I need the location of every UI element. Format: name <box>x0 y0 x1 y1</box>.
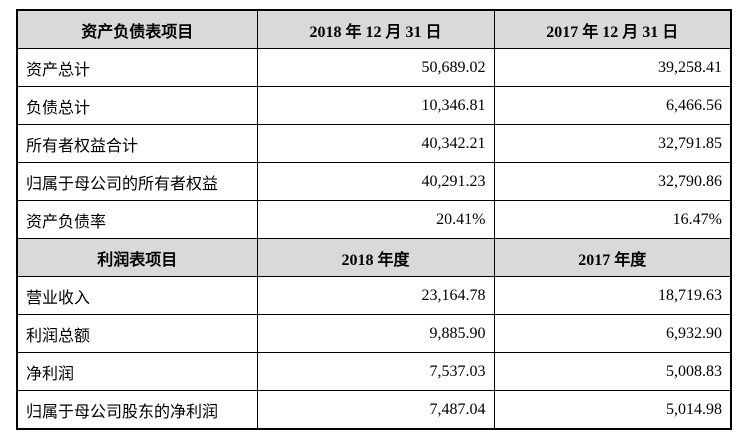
table-row: 净利润 7,537.03 5,008.83 <box>16 352 732 391</box>
table-row: 资产总计 50,689.02 39,258.41 <box>16 48 732 87</box>
row-label: 净利润 <box>16 352 258 391</box>
table-row: 资产负债率 20.41% 16.47% <box>16 200 732 239</box>
value-2018: 7,537.03 <box>256 352 495 391</box>
row-label: 资产总计 <box>16 48 258 87</box>
value-2017: 6,466.56 <box>493 86 732 125</box>
balance-header-2018: 2018 年 12 月 31 日 <box>256 9 495 49</box>
financial-summary: 资产负债表项目 2018 年 12 月 31 日 2017 年 12 月 31 … <box>16 9 732 430</box>
value-2017: 32,790.86 <box>493 162 732 201</box>
balance-header-label: 资产负债表项目 <box>16 9 258 49</box>
balance-header-2017: 2017 年 12 月 31 日 <box>493 9 732 49</box>
row-label: 负债总计 <box>16 86 258 125</box>
row-label: 利润总额 <box>16 314 258 353</box>
value-2018: 40,342.21 <box>256 124 495 163</box>
income-header-row: 利润表项目 2018 年度 2017 年度 <box>16 238 732 277</box>
value-2017: 16.47% <box>493 200 732 239</box>
table-row: 归属于母公司股东的净利润 7,487.04 5,014.98 <box>16 390 732 430</box>
financial-table: 资产负债表项目 2018 年 12 月 31 日 2017 年 12 月 31 … <box>16 9 732 430</box>
row-label: 资产负债率 <box>16 200 258 239</box>
value-2017: 5,008.83 <box>493 352 732 391</box>
value-2018: 40,291.23 <box>256 162 495 201</box>
value-2018: 9,885.90 <box>256 314 495 353</box>
value-2017: 39,258.41 <box>493 48 732 87</box>
value-2018: 10,346.81 <box>256 86 495 125</box>
table-row: 归属于母公司的所有者权益 40,291.23 32,790.86 <box>16 162 732 201</box>
value-2017: 6,932.90 <box>493 314 732 353</box>
value-2018: 23,164.78 <box>256 276 495 315</box>
row-label: 归属于母公司股东的净利润 <box>16 390 258 430</box>
row-label: 营业收入 <box>16 276 258 315</box>
income-header-label: 利润表项目 <box>16 238 258 277</box>
row-label: 所有者权益合计 <box>16 124 258 163</box>
income-header-2017: 2017 年度 <box>493 238 732 277</box>
table-row: 利润总额 9,885.90 6,932.90 <box>16 314 732 353</box>
table-row: 负债总计 10,346.81 6,466.56 <box>16 86 732 125</box>
table-row: 营业收入 23,164.78 18,719.63 <box>16 276 732 315</box>
value-2017: 32,791.85 <box>493 124 732 163</box>
value-2018: 50,689.02 <box>256 48 495 87</box>
value-2017: 5,014.98 <box>493 390 732 430</box>
table-row: 所有者权益合计 40,342.21 32,791.85 <box>16 124 732 163</box>
value-2018: 20.41% <box>256 200 495 239</box>
income-header-2018: 2018 年度 <box>256 238 495 277</box>
value-2017: 18,719.63 <box>493 276 732 315</box>
balance-header-row: 资产负债表项目 2018 年 12 月 31 日 2017 年 12 月 31 … <box>16 9 732 49</box>
row-label: 归属于母公司的所有者权益 <box>16 162 258 201</box>
value-2018: 7,487.04 <box>256 390 495 430</box>
